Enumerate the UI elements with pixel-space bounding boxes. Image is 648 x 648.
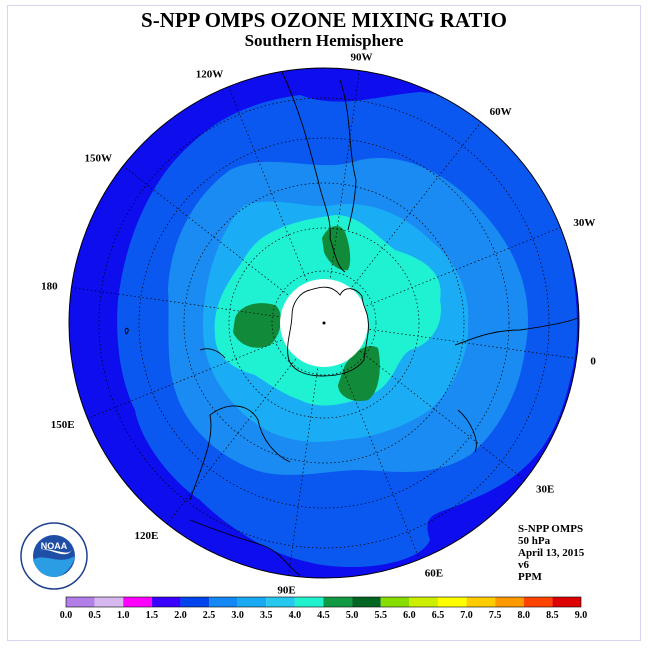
colorbar-segment	[123, 597, 152, 607]
colorbar-tick-label: 7.0	[460, 610, 473, 621]
info-level: 50 hPa	[518, 535, 551, 547]
colorbar-tick-label: 8.0	[518, 610, 531, 621]
colorbar-tick-label: 0.0	[60, 610, 73, 621]
antarctica-coast	[287, 286, 369, 377]
colorbar-segment	[466, 597, 496, 607]
meridian-line	[352, 121, 482, 287]
meridian-line	[122, 165, 288, 295]
longitude-label: 60E	[425, 567, 443, 579]
ozone-field	[69, 68, 579, 578]
colorbar-border	[65, 596, 582, 608]
colorbar-tick-label: 1.0	[117, 610, 130, 621]
longitude-label: 120E	[135, 530, 159, 542]
ozone-band-4-0-south	[338, 345, 380, 402]
longitude-label: 180	[41, 281, 58, 293]
map-boundary	[68, 67, 580, 579]
colorbar-segment	[94, 597, 124, 607]
meridian-line	[71, 287, 279, 317]
map-title: S-NPP OMPS OZONE MIXING RATIO	[141, 8, 507, 32]
meridian-line	[366, 227, 561, 307]
info-units: PPM	[518, 571, 542, 583]
colorbar-segment	[180, 597, 210, 607]
longitude-label: 90E	[277, 584, 295, 596]
colorbar-tick-label: 2.0	[174, 610, 187, 621]
meridian-line	[228, 86, 308, 281]
colorbar-segment	[352, 597, 381, 607]
south-america-coast	[281, 71, 346, 273]
longitude-label: 150W	[85, 152, 113, 164]
colorbar-segment	[66, 597, 95, 607]
new-zealand	[199, 348, 226, 359]
info-instrument: S-NPP OMPS	[518, 523, 584, 535]
longitude-label: 60W	[490, 106, 512, 118]
colorbar-tick-label: 5.0	[346, 610, 359, 621]
map-subtitle: Southern Hemisphere	[244, 31, 404, 50]
longitude-label: 30E	[536, 484, 554, 496]
longitude-label: 120W	[196, 69, 224, 81]
longitude-label: 0	[590, 355, 596, 367]
longitude-label: 150E	[51, 419, 75, 431]
indonesia-coast	[189, 519, 301, 576]
colorbar-tick-label: 4.0	[289, 610, 302, 621]
colorbar-tick-label: 6.5	[432, 610, 445, 621]
colorbar-tick-label: 7.5	[489, 610, 502, 621]
south-america-coast-east	[339, 79, 357, 231]
ozone-band-4-0-north	[322, 226, 351, 271]
noaa-logo: NOAA	[20, 522, 88, 590]
madagascar	[457, 409, 477, 453]
colorbar: 0.0 0.5 1.0 1.5 2.0 2.5 3.0 3.5 4.0 4.5 5.0 5.5 6.0 6…	[60, 596, 588, 621]
colorbar-tick-label: 2.5	[203, 610, 216, 621]
africa-coast-south	[454, 317, 579, 346]
colorbar-segment	[523, 597, 553, 607]
colorbar-segment	[409, 597, 438, 607]
colorbar-segment	[437, 597, 467, 607]
longitude-label: 90W	[350, 52, 372, 64]
island-west	[124, 327, 129, 335]
south-pole-dot	[322, 321, 326, 325]
noaa-logo-text: NOAA	[41, 541, 68, 551]
australia-coast	[189, 405, 291, 501]
colorbar-segment	[323, 597, 353, 607]
meridian-line	[288, 368, 318, 576]
colorbar-segment	[495, 597, 524, 607]
colorbar-tick-label: 0.5	[88, 610, 101, 621]
colorbar-tick-label: 3.5	[260, 610, 273, 621]
longitude-labels: 90W 60W 30W 0 30E 60E 90E 120E 150E 180 150W 120W	[41, 52, 596, 597]
longitude-label: 30W	[573, 217, 595, 229]
meridian-line	[330, 70, 360, 278]
ozone-band-4-0-west	[233, 303, 282, 348]
colorbar-tick-label: 6.0	[403, 610, 416, 621]
meridian-line	[360, 351, 526, 481]
graticule	[71, 70, 577, 576]
meridian-line	[369, 329, 577, 359]
colorbar-tick-label: 5.5	[374, 610, 387, 621]
colorbar-segment	[237, 597, 267, 607]
meridian-line	[166, 359, 296, 525]
info-date: April 13, 2015	[518, 547, 585, 559]
info-version: v6	[518, 559, 529, 571]
meridian-line	[340, 365, 420, 560]
colorbar-tick-label: 3.0	[231, 610, 244, 621]
meridian-line	[87, 339, 282, 419]
colorbar-segment	[294, 597, 324, 607]
colorbar-segment	[209, 597, 238, 607]
colorbar-tick-label: 8.5	[546, 610, 559, 621]
colorbar-tick-label: 9.0	[575, 610, 588, 621]
colorbar-segment	[380, 597, 410, 607]
colorbar-tick-label: 4.5	[317, 610, 330, 621]
colorbar-segment	[266, 597, 295, 607]
coastlines	[124, 71, 579, 576]
colorbar-tick-label: 1.5	[146, 610, 159, 621]
colorbar-segment	[552, 597, 581, 607]
colorbar-segment	[151, 597, 181, 607]
ozone-band-3-0-east	[533, 366, 542, 378]
